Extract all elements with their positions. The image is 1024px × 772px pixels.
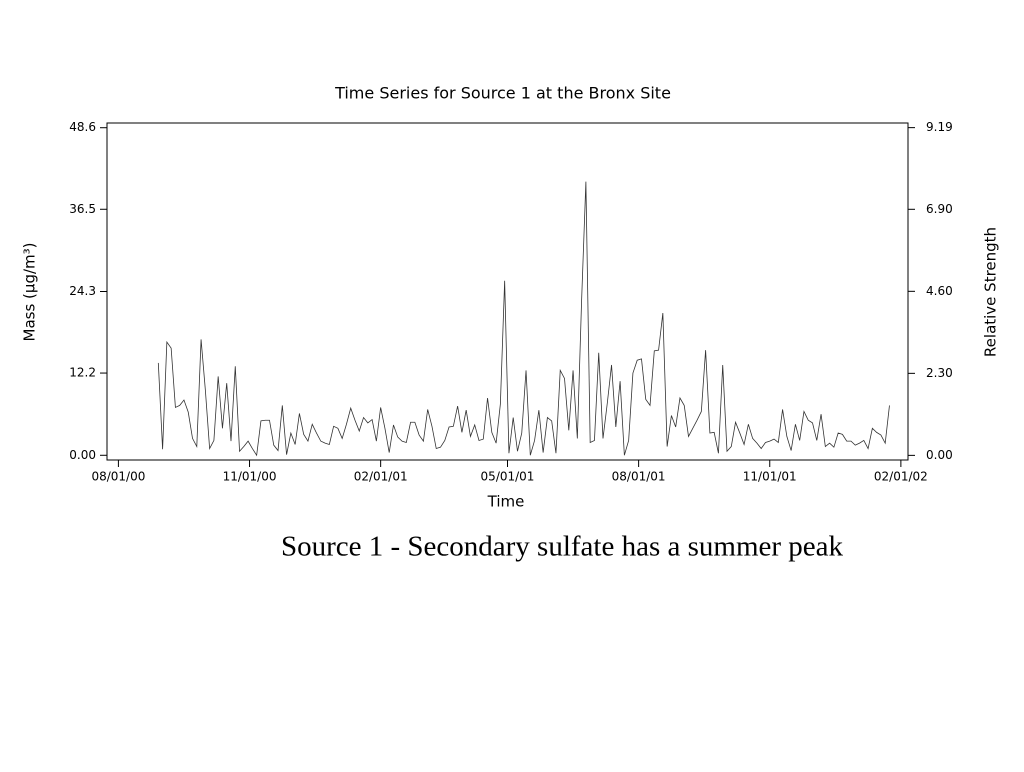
y-tick-label: 48.6 <box>69 120 96 134</box>
x-tick-label: 05/01/01 <box>481 470 535 484</box>
data-line <box>157 181 890 457</box>
x-tick-label: 02/01/01 <box>354 470 408 484</box>
x-tick-label: 08/01/00 <box>91 470 145 484</box>
y2-tick-label: 2.30 <box>926 366 953 380</box>
y-tick-label: 12.2 <box>69 366 96 380</box>
caption: Source 1 - Secondary sulfate has a summe… <box>281 531 844 563</box>
y-tick-label: 24.3 <box>69 284 96 298</box>
x-axis-title: Time <box>487 493 525 511</box>
x-tick-label: 02/01/02 <box>874 470 928 484</box>
y2-axis-title: Relative Strength <box>982 227 1000 357</box>
y2-tick-label: 0.00 <box>926 448 953 462</box>
y-tick-label: 36.5 <box>69 202 96 216</box>
y-tick-label: 0.00 <box>69 448 96 462</box>
x-tick-label: 08/01/01 <box>612 470 666 484</box>
y2-tick-label: 4.60 <box>926 284 953 298</box>
chart-title: Time Series for Source 1 at the Bronx Si… <box>334 84 671 103</box>
y2-tick-label: 6.90 <box>926 202 953 216</box>
y-axis-title: Mass (μg/m³) <box>21 243 39 342</box>
y2-tick-label: 9.19 <box>926 120 953 134</box>
x-tick-label: 11/01/00 <box>223 470 277 484</box>
x-tick-label: 11/01/01 <box>743 470 797 484</box>
